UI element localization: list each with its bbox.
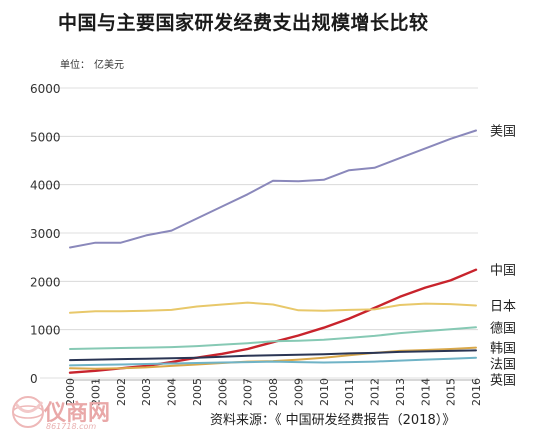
- x-tick-label: 2014: [419, 378, 432, 406]
- unit-value: 亿美元: [94, 60, 124, 71]
- series-end-label: 德国: [490, 321, 516, 336]
- source-note: 资料来源：《 中国研发经费报告（2018）》: [210, 413, 456, 428]
- x-tick-label: 2007: [242, 378, 255, 406]
- unit-prefix: 单位：: [60, 60, 90, 71]
- y-tick-label: 4000: [30, 179, 61, 193]
- unit-label: 单位： 亿美元: [60, 56, 128, 71]
- x-tick-label: 2003: [140, 378, 153, 406]
- x-tick-label: 2005: [191, 378, 204, 406]
- series-end-label: 英国: [490, 374, 516, 389]
- x-tick-label: 2016: [470, 378, 483, 406]
- x-tick-label: 2008: [267, 378, 280, 406]
- y-tick-label: 2000: [30, 275, 61, 289]
- x-tick-label: 2011: [343, 378, 356, 406]
- watermark-name: 仪商网: [44, 400, 111, 426]
- series-line-中国: [68, 268, 478, 374]
- series-line-法国: [69, 349, 477, 362]
- x-tick-label: 2002: [115, 378, 128, 406]
- series-line-日本: [69, 301, 477, 314]
- watermark-url: 861718.com: [46, 422, 97, 431]
- series-line-美国: [69, 129, 477, 249]
- x-tick-label: 2004: [166, 378, 179, 406]
- x-tick-label: 2012: [369, 378, 382, 406]
- x-tick-label: 2000: [64, 378, 77, 406]
- series-end-label: 中国: [490, 264, 516, 279]
- series-line-英国: [69, 356, 477, 367]
- series-end-label: 法国: [490, 358, 516, 373]
- y-tick-label: 1000: [30, 324, 61, 338]
- chart-title: 中国与主要国家研发经费支出规模增长比较: [58, 12, 429, 34]
- x-tick-label: 2006: [216, 378, 229, 406]
- series-end-label: 韩国: [490, 342, 516, 357]
- x-tick-label: 2013: [394, 378, 407, 406]
- series-line-德国: [69, 326, 477, 350]
- y-tick-label: 6000: [30, 82, 61, 96]
- x-tick-label: 2001: [89, 378, 102, 406]
- y-tick-label: 3000: [30, 227, 61, 241]
- x-tick-label: 2015: [445, 378, 458, 406]
- x-tick-label: 2009: [292, 378, 305, 406]
- watermark-globe-icon: [12, 396, 44, 428]
- x-tick-label: 2010: [318, 378, 331, 406]
- series-end-label: 美国: [490, 125, 516, 140]
- series-end-label: 日本: [490, 300, 516, 315]
- y-tick-label: 5000: [30, 130, 61, 144]
- y-tick-label: 0: [30, 372, 38, 386]
